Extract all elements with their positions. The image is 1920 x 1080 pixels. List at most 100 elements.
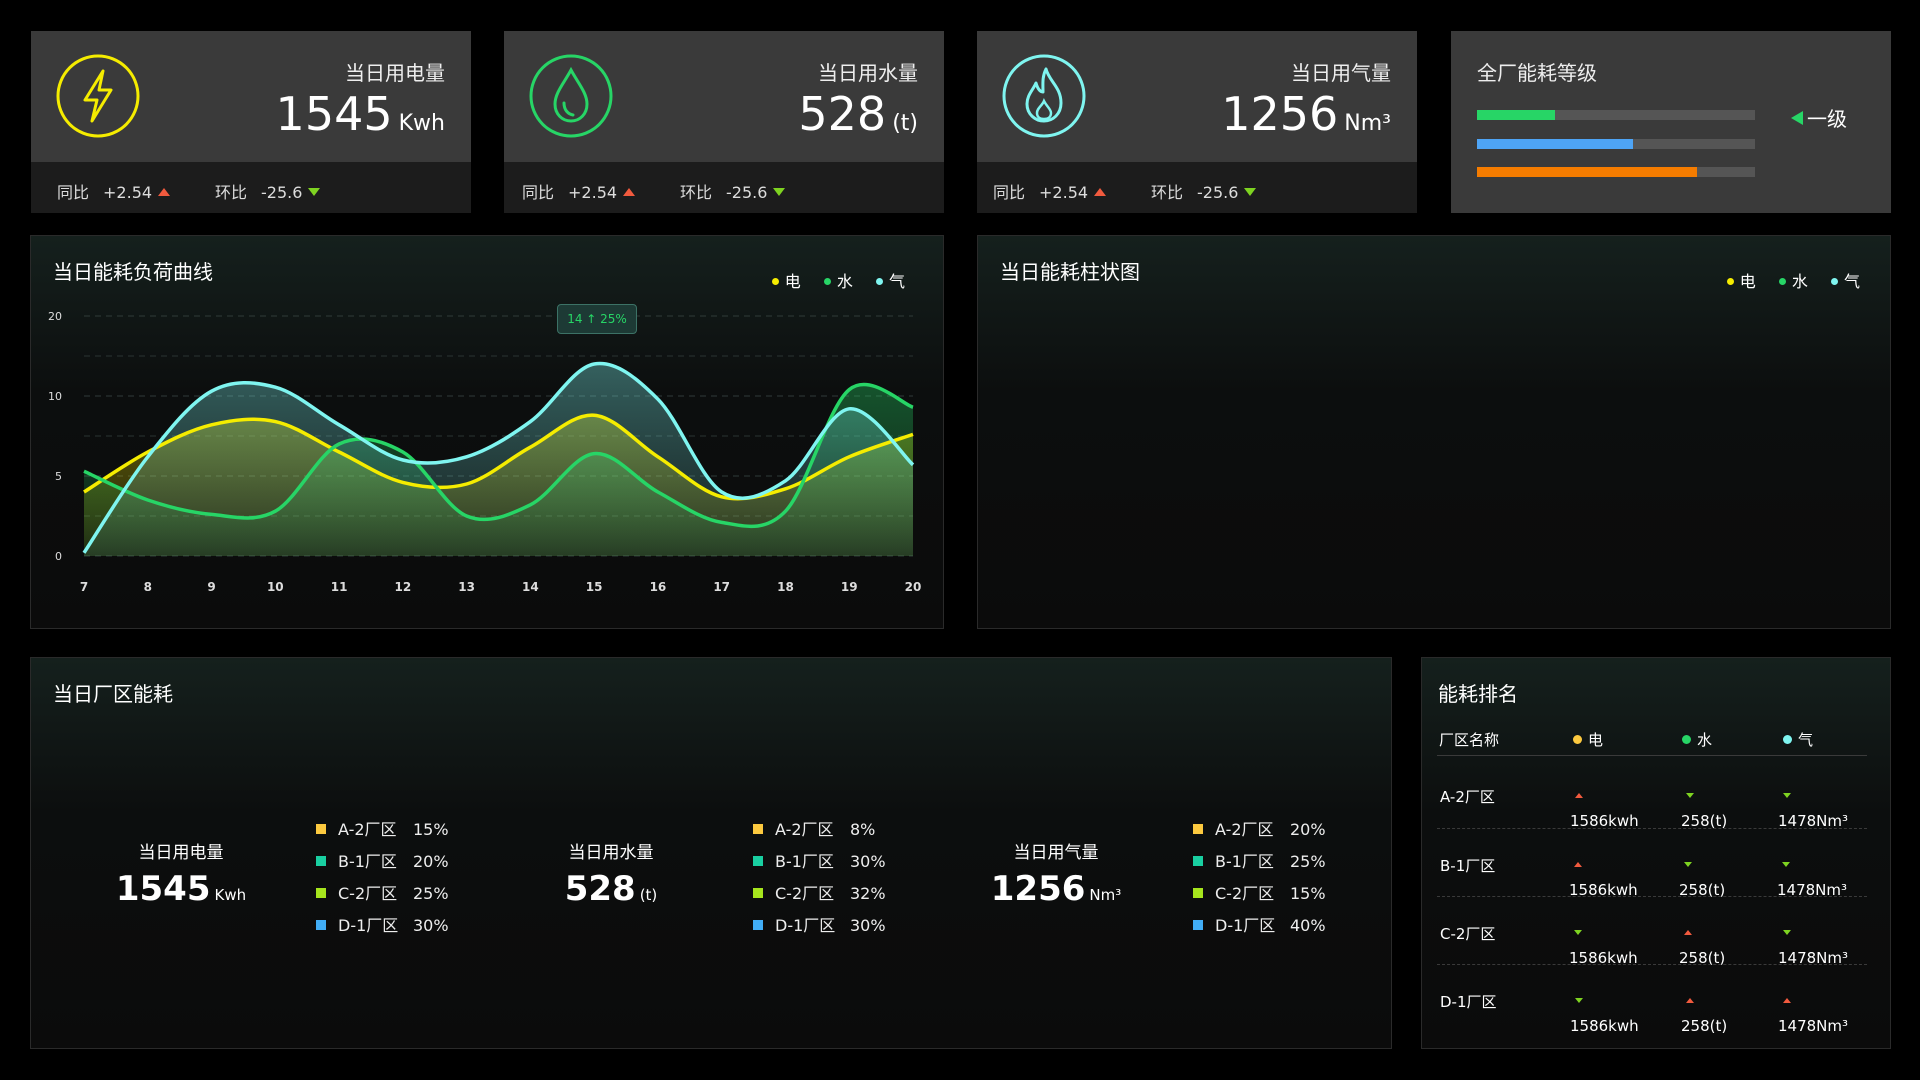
level-bar-fill	[1477, 139, 1633, 149]
legend-dot	[771, 278, 779, 285]
energy-level-card: 全厂能耗等级 一级	[1451, 31, 1891, 213]
trend-icon	[1574, 930, 1582, 935]
legend-swatch	[1193, 824, 1203, 834]
rank-col-water: 水	[1682, 729, 1712, 750]
stat-unit: Nm³	[1344, 111, 1391, 136]
x-tick-label: 7	[80, 580, 88, 594]
legend-row: A-2厂区 15%	[316, 816, 449, 848]
legend-dot	[1726, 278, 1734, 285]
level-bar	[1477, 139, 1755, 149]
rank-gas: 1478Nm³	[1778, 923, 1848, 967]
rank-zone: B-1厂区	[1440, 857, 1496, 875]
x-tick-label: 15	[586, 580, 603, 594]
stat-value: 1256 Nm³	[1221, 87, 1391, 141]
legend-row: A-2厂区 8%	[753, 816, 886, 848]
trend-icon	[1574, 862, 1582, 867]
donut-title: 当日用气量	[1013, 843, 1099, 863]
rank-water: 258(t)	[1679, 923, 1725, 967]
up-arrow-icon	[158, 188, 171, 196]
stat-value: 528 (t)	[798, 87, 918, 141]
mom-compare: 环比 -25.6	[1151, 179, 1257, 203]
x-tick-label: 10	[267, 580, 284, 594]
down-arrow-icon	[773, 188, 786, 196]
trend-icon	[1684, 862, 1692, 867]
panel-title: 当日能耗柱状图	[1000, 260, 1140, 284]
rank-elec: 1586kwh	[1570, 991, 1639, 1035]
gas-stat-card: 当日用气量 1256 Nm³ 同比 +2.54 环比 -25.6	[977, 31, 1417, 213]
table-row: A-2厂区 1586kwh 258(t) 1478Nm³	[1437, 760, 1867, 830]
legend-row: B-1厂区 30%	[753, 848, 886, 880]
mom-compare: 环比 -25.6	[680, 179, 786, 203]
y-tick-label: 20	[48, 310, 62, 323]
stat-value: 1545 Kwh	[275, 87, 445, 141]
legend-swatch	[1193, 888, 1203, 898]
legend-swatch	[316, 824, 326, 834]
donut-value: 528 (t)	[564, 869, 658, 909]
table-row: C-2厂区 1586kwh 258(t) 1478Nm³	[1437, 896, 1867, 967]
donut-title: 当日用水量	[568, 843, 654, 863]
rank-elec: 1586kwh	[1569, 855, 1638, 899]
donut-title: 当日用电量	[138, 843, 224, 863]
yoy-compare: 同比 +2.54	[993, 179, 1107, 203]
legend-swatch	[1193, 920, 1203, 930]
donut-gas: 当日用气量 1256 Nm³	[951, 776, 1161, 986]
level-bar	[1477, 110, 1755, 120]
lightning-icon	[56, 54, 140, 138]
series-line-water	[83, 382, 914, 529]
x-tick-label: 14	[522, 580, 539, 594]
legend-row: C-2厂区 32%	[753, 880, 886, 912]
donut-legend: A-2厂区 8% B-1厂区 30% C-2厂区 32% D-1厂区 30%	[753, 816, 886, 944]
rank-gas: 1478Nm³	[1777, 855, 1847, 899]
trend-icon	[1782, 862, 1790, 867]
legend-dot	[1830, 278, 1838, 285]
stat-title: 当日用电量	[345, 61, 445, 85]
legend-item-gas: 气	[875, 272, 905, 291]
series-area-gas	[84, 363, 913, 556]
legend-item-water: 水	[823, 272, 853, 291]
series-line-gas	[82, 361, 915, 554]
panel-title: 当日能耗负荷曲线	[53, 260, 213, 284]
rank-water: 258(t)	[1681, 786, 1727, 830]
x-tick-label: 9	[207, 580, 215, 594]
donut-legend: A-2厂区 15% B-1厂区 20% C-2厂区 25% D-1厂区 30%	[316, 816, 449, 944]
mom-compare: 环比 -25.6	[215, 179, 321, 203]
legend-row: D-1厂区 30%	[753, 912, 886, 944]
x-tick-label: 12	[394, 580, 411, 594]
table-row: B-1厂区 1586kwh 258(t) 1478Nm³	[1437, 828, 1867, 899]
legend-row: B-1厂区 25%	[1193, 848, 1326, 880]
trend-icon	[1783, 793, 1791, 798]
rank-divider	[1437, 755, 1867, 756]
chart-legend: 电 水 气	[754, 268, 905, 292]
legend-swatch	[316, 888, 326, 898]
x-tick-label: 11	[331, 580, 348, 594]
rank-zone: D-1厂区	[1440, 993, 1497, 1011]
legend-row: C-2厂区 25%	[316, 880, 449, 912]
stat-unit: Kwh	[398, 111, 445, 136]
level-title: 全厂能耗等级	[1477, 61, 1597, 85]
water-stat-card: 当日用水量 528 (t) 同比 +2.54 环比 -25.6	[504, 31, 944, 213]
donut-center: 当日用电量 1545 Kwh	[76, 838, 286, 909]
down-arrow-icon	[1244, 188, 1257, 196]
x-tick-label: 16	[650, 580, 667, 594]
rank-col-elec: 电	[1573, 729, 1603, 750]
chart-tooltip: 14 ↑ 25%	[557, 304, 637, 334]
trend-icon	[1783, 930, 1791, 935]
donut-center: 当日用气量 1256 Nm³	[951, 838, 1161, 909]
electricity-stat-card: 当日用电量 1545 Kwh 同比 +2.54 环比 -25.6	[31, 31, 471, 213]
level-bar-fill	[1477, 167, 1697, 177]
rank-col-gas: 气	[1783, 729, 1813, 750]
legend-swatch	[753, 888, 763, 898]
trend-icon	[1686, 793, 1694, 798]
line-chart-plot: 0 5 10 20 7 8 9 10 11 12 13 14 15 16 17 18 19 20	[48, 310, 921, 594]
legend-swatch	[316, 856, 326, 866]
legend-dot	[1682, 735, 1691, 744]
y-tick-label: 10	[48, 390, 62, 403]
legend-dot	[1778, 278, 1786, 285]
x-tick-label: 8	[144, 580, 152, 594]
rank-elec: 1586kwh	[1570, 786, 1639, 830]
table-row: D-1厂区 1586kwh 258(t) 1478Nm³	[1437, 964, 1867, 1035]
rank-water: 258(t)	[1679, 855, 1725, 899]
ranking-panel: 能耗排名	[1421, 657, 1891, 1049]
panel-title: 当日厂区能耗	[53, 682, 173, 706]
up-arrow-icon	[623, 188, 636, 196]
